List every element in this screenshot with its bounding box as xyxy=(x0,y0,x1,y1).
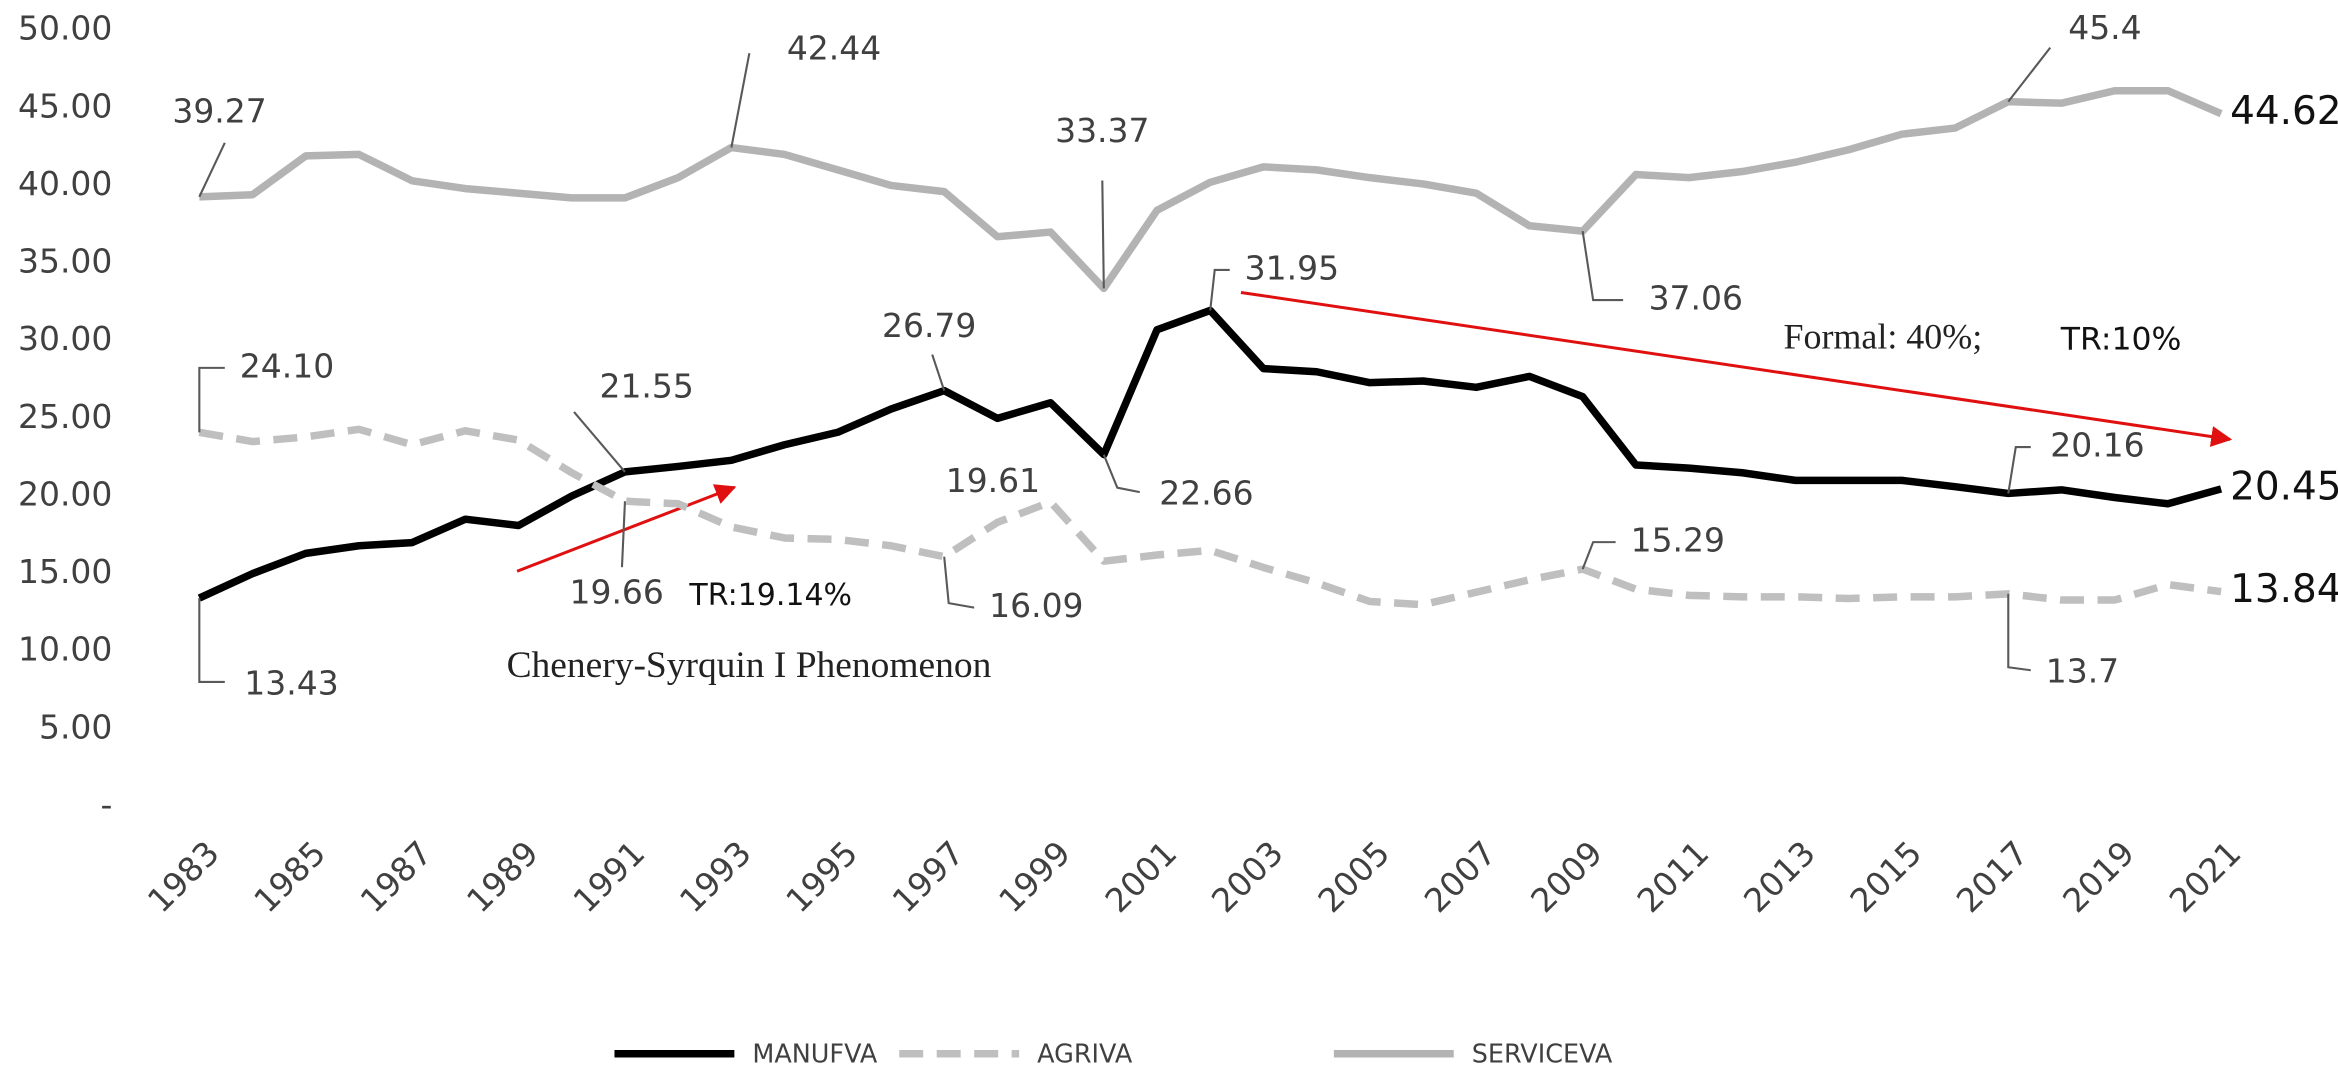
y-tick-label: 40.00 xyxy=(18,164,112,203)
series-line xyxy=(197,306,2223,602)
x-tick-label: 2017 xyxy=(1949,833,2036,920)
x-tick-label: 2001 xyxy=(1097,833,1184,920)
data-label: 37.06 xyxy=(1649,279,1743,318)
series-line xyxy=(198,425,2222,609)
x-tick-label: 1989 xyxy=(459,833,546,920)
leader-line xyxy=(1209,268,1230,311)
leader-line xyxy=(1102,454,1140,494)
data-label: 33.37 xyxy=(1055,111,1149,150)
data-label: 31.95 xyxy=(1245,248,1339,287)
leader-line xyxy=(2007,445,2031,494)
y-tick-label: 30.00 xyxy=(18,319,112,358)
leader-line xyxy=(620,501,627,568)
leader-line xyxy=(931,354,946,391)
x-tick-label: 2005 xyxy=(1310,833,1397,920)
legend-label: SERVICEVA xyxy=(1472,1039,1613,1066)
leader-line xyxy=(730,52,751,148)
data-label: 13.84 xyxy=(2230,567,2338,612)
leader-line xyxy=(573,411,626,473)
leader-line xyxy=(198,597,225,683)
data-label: 44.62 xyxy=(2230,89,2338,134)
x-tick-label: 2007 xyxy=(1417,833,1504,920)
annotation: TR:19.14% xyxy=(688,578,852,613)
y-tick-label: 5.00 xyxy=(39,707,112,746)
data-label: 16.09 xyxy=(989,586,1083,625)
x-tick-label: 1997 xyxy=(885,833,972,920)
leader-line xyxy=(1581,541,1616,570)
x-tick-label: 1991 xyxy=(565,833,652,920)
x-tick-label: 2011 xyxy=(1630,833,1717,920)
leader-line xyxy=(198,142,226,198)
annotation: Chenery-Syrquin I Phenomenon xyxy=(507,645,992,686)
y-tick-label: 35.00 xyxy=(18,242,112,281)
data-label: 20.16 xyxy=(2050,426,2144,465)
data-label: 45.4 xyxy=(2068,8,2141,47)
y-tick-label: 25.00 xyxy=(18,397,112,436)
data-label: 26.79 xyxy=(882,306,976,345)
x-tick-label: 1999 xyxy=(991,833,1078,920)
data-label: 20.45 xyxy=(2230,464,2338,509)
leader-line xyxy=(2007,47,2052,103)
y-tick-label: 20.00 xyxy=(18,474,112,513)
data-label: 21.55 xyxy=(599,366,693,405)
y-tick-label: 10.00 xyxy=(18,630,112,669)
data-label: 19.66 xyxy=(570,573,664,612)
legend-label: AGRIVA xyxy=(1037,1039,1133,1066)
trend-arrow xyxy=(1240,290,2233,447)
x-tick-label: 1993 xyxy=(672,833,759,920)
x-tick-label: 2013 xyxy=(1736,833,1823,920)
x-tick-label: 2003 xyxy=(1204,833,1291,920)
data-label: 22.66 xyxy=(1159,474,1253,513)
y-tick-label: 50.00 xyxy=(18,9,112,48)
data-label: 13.7 xyxy=(2046,652,2119,691)
y-tick-label: 15.00 xyxy=(18,552,112,591)
data-label: 42.44 xyxy=(787,29,881,68)
data-label: 24.10 xyxy=(240,346,334,385)
leader-line xyxy=(943,556,975,609)
legend-label: MANUFVA xyxy=(752,1039,878,1066)
y-tick-label: - xyxy=(100,785,112,824)
x-tick-label: 2015 xyxy=(1842,833,1929,920)
data-label: 13.43 xyxy=(244,663,338,702)
data-label: 39.27 xyxy=(172,91,266,130)
x-tick-label: 2021 xyxy=(2162,833,2249,920)
y-tick-label: 45.00 xyxy=(18,86,112,125)
leader-line xyxy=(1101,180,1105,289)
x-tick-label: 1983 xyxy=(140,833,227,920)
series-line xyxy=(199,86,2223,293)
leader-line xyxy=(2007,593,2031,672)
x-tick-label: 1995 xyxy=(778,833,865,920)
data-label: 19.61 xyxy=(946,461,1040,500)
x-tick-label: 1987 xyxy=(353,833,440,920)
leader-line xyxy=(1581,230,1624,302)
data-label: 15.29 xyxy=(1631,521,1725,560)
leader-line xyxy=(198,366,225,433)
x-tick-label: 1985 xyxy=(246,833,333,920)
x-tick-label: 2019 xyxy=(2055,833,2142,920)
trend-arrow xyxy=(516,484,737,573)
x-tick-label: 2009 xyxy=(1523,833,1610,920)
annotation: Formal: 40%; xyxy=(1783,317,1982,357)
annotation: TR:10% xyxy=(2060,321,2182,357)
